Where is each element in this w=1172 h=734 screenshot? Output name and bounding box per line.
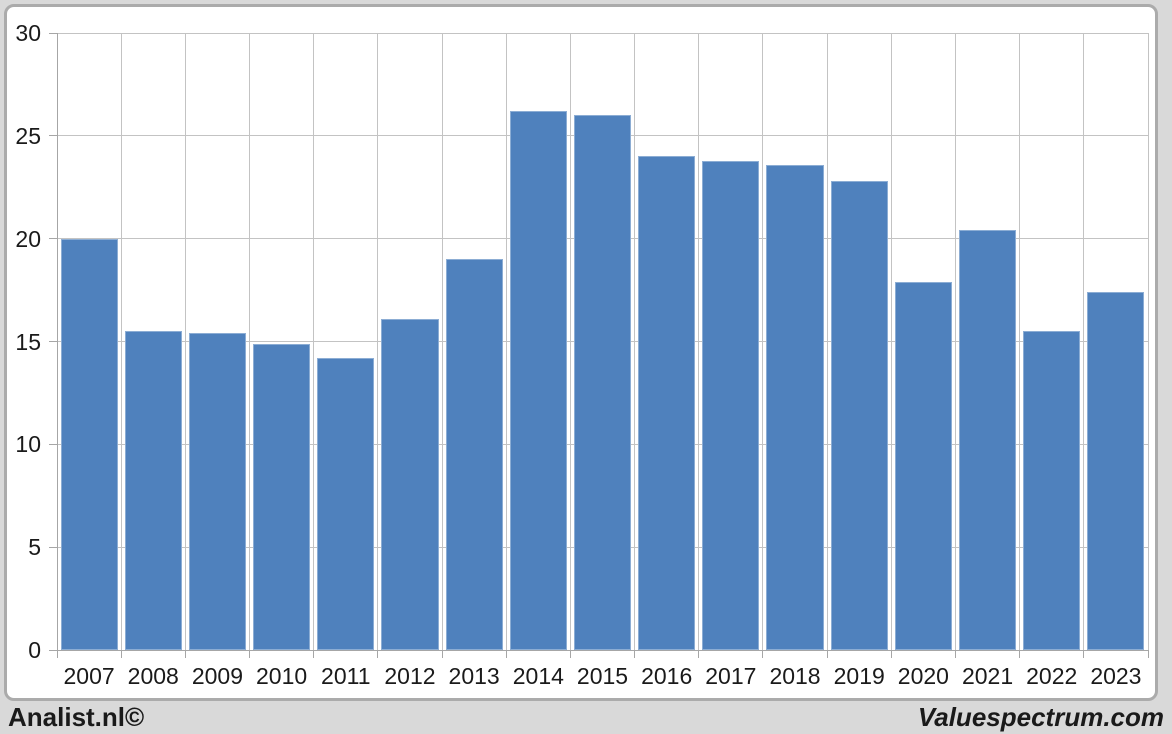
valuespectrum-credit: Valuespectrum.com	[917, 702, 1164, 732]
x-axis-tick	[313, 650, 315, 658]
y-axis-tick	[49, 443, 57, 445]
x-tick-label: 2012	[384, 663, 436, 689]
x-tick-label: 2017	[705, 663, 757, 689]
x-axis-tick	[56, 650, 58, 658]
y-axis-tick	[49, 341, 57, 342]
x-tick-label: 2007	[63, 663, 115, 689]
y-axis-tick	[49, 649, 57, 651]
y-tick-label: 20	[15, 225, 41, 252]
y-tick-label: 5	[28, 534, 41, 561]
y-axis-tick	[49, 135, 57, 137]
x-tick-label: 2011	[321, 663, 371, 689]
y-tick-label: 15	[15, 328, 41, 355]
bar-2016	[638, 156, 696, 650]
y-axis-line	[56, 33, 58, 650]
x-tick-label: 2009	[191, 663, 244, 689]
v-gridline	[1083, 33, 1085, 650]
y-axis-tick	[49, 238, 57, 240]
bar-2011	[317, 357, 375, 650]
x-axis-tick	[249, 650, 251, 658]
v-gridline	[954, 33, 956, 650]
bar-2007	[60, 238, 118, 650]
x-tick-label: 2010	[256, 663, 308, 689]
v-gridline	[505, 33, 507, 650]
bar-2019	[830, 181, 888, 650]
x-axis-tick	[1083, 650, 1085, 658]
v-gridline	[313, 33, 315, 650]
y-axis-tick	[49, 32, 57, 34]
x-tick-label: 2019	[833, 663, 885, 689]
x-tick-label: 2008	[127, 663, 179, 689]
bar-2021	[958, 230, 1017, 650]
x-axis-tick	[826, 650, 828, 658]
x-axis-tick	[184, 650, 186, 658]
x-axis-tick	[634, 650, 636, 658]
y-tick-label: 0	[28, 637, 41, 663]
bar-2023	[1087, 292, 1145, 650]
plot-area: 0 5 10 15 20 25 30 2007 2008 2009 2010 2011 2012 2013…	[15, 20, 1149, 689]
bar-2018	[766, 164, 824, 650]
x-tick-label: 2015	[576, 663, 629, 689]
h-gridline	[57, 32, 1148, 34]
x-tick-label: 2022	[1026, 663, 1078, 689]
x-tick-label: 2014	[512, 663, 564, 689]
x-axis-tick	[569, 650, 571, 658]
v-gridline	[120, 33, 122, 650]
y-axis-tick	[49, 546, 57, 548]
x-axis-tick	[377, 650, 379, 658]
v-gridline	[826, 33, 828, 650]
y-tick-label: 25	[15, 122, 41, 149]
x-axis-tick	[1147, 650, 1149, 658]
x-axis-tick	[890, 650, 892, 658]
y-tick-label: 30	[15, 20, 41, 46]
x-axis-tick	[954, 650, 956, 658]
x-tick-label: 2013	[448, 663, 500, 689]
v-gridline	[698, 33, 700, 650]
v-gridline	[569, 33, 571, 650]
v-gridline	[762, 33, 764, 650]
bar-2015	[573, 115, 632, 650]
x-tick-label: 2023	[1090, 663, 1142, 689]
bar-2014	[509, 111, 567, 650]
x-axis-tick	[441, 650, 443, 658]
v-gridline	[441, 33, 443, 650]
v-gridline	[249, 33, 251, 650]
x-tick-label: 2016	[641, 663, 693, 689]
analist-credit: Analist.nl©	[8, 702, 145, 732]
x-axis-tick	[505, 650, 507, 658]
v-gridline	[634, 33, 636, 650]
bar-2020	[894, 281, 952, 650]
x-tick-label: 2021	[961, 663, 1014, 689]
v-gridline	[1147, 33, 1149, 650]
v-gridline	[377, 33, 379, 650]
x-axis-line	[57, 649, 1148, 651]
bar-2017	[702, 160, 760, 650]
bar-2008	[124, 331, 182, 650]
bar-2012	[381, 318, 439, 650]
x-tick-label: 2018	[769, 663, 821, 689]
bar-2010	[253, 343, 311, 650]
x-axis-tick	[698, 650, 700, 658]
v-gridline	[184, 33, 186, 650]
y-tick-label: 10	[15, 431, 41, 458]
bar-2022	[1023, 331, 1081, 650]
bar-2013	[445, 259, 503, 650]
x-axis-tick	[120, 650, 122, 658]
x-tick-label: 2020	[897, 663, 949, 689]
chart-frame: 0 5 10 15 20 25 30 2007 2008 2009 2010 2011 2012 2013…	[4, 4, 1158, 701]
bar-2009	[188, 333, 247, 650]
x-axis-tick	[1019, 650, 1021, 658]
v-gridline	[890, 33, 892, 650]
v-gridline	[1019, 33, 1021, 650]
footer-bar: Analist.nl© Valuespectrum.com	[0, 701, 1172, 734]
x-axis-tick	[762, 650, 764, 658]
